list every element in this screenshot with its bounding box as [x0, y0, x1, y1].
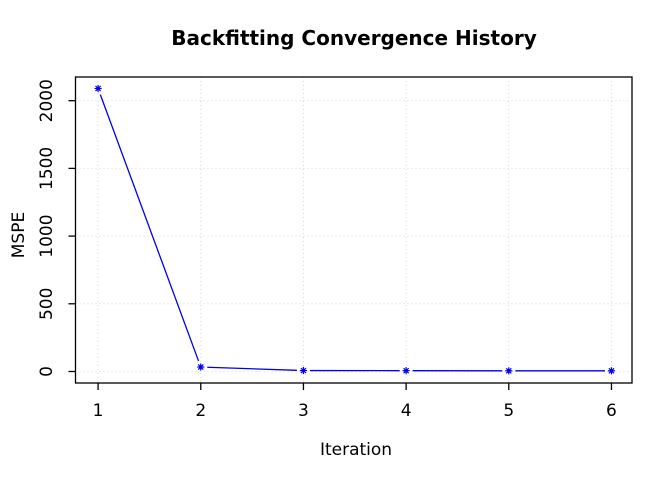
y-tick-label: 2000	[37, 79, 57, 122]
x-axis-label: Iteration	[320, 440, 392, 460]
x-tick-label: 1	[93, 401, 104, 421]
marker-core	[506, 369, 511, 373]
data-point-marker	[505, 367, 513, 375]
x-tick-label: 6	[606, 401, 617, 421]
x-tick-label: 2	[195, 401, 206, 421]
marker-core	[404, 368, 408, 373]
data-series-layer	[94, 84, 616, 375]
y-tick-label: 0	[37, 366, 57, 377]
data-point-marker	[299, 366, 308, 375]
y-tick-label: 500	[37, 288, 57, 320]
x-tick-label: 3	[298, 401, 309, 421]
data-point-marker	[197, 363, 205, 371]
y-tick-label: 1500	[37, 147, 57, 190]
y-tick-label: 1000	[37, 214, 57, 257]
data-point-marker	[402, 367, 410, 375]
x-tick-label: 4	[401, 401, 412, 421]
x-tick-label: 5	[503, 401, 514, 421]
grid-layer	[75, 77, 632, 383]
y-axis-label: MSPE	[9, 212, 29, 258]
series-line-segment	[207, 366, 297, 371]
marker-core	[198, 365, 203, 369]
chart-title: Backfitting Convergence History	[171, 26, 537, 50]
axis-layer: 1 2 3 4 5 6 0 500 1000 1500 2000	[37, 76, 633, 421]
marker-core	[609, 369, 614, 373]
marker-core	[96, 86, 100, 91]
data-point-marker	[607, 367, 616, 375]
marker-core	[301, 368, 306, 373]
data-point-marker	[94, 84, 102, 93]
plot-box	[74, 76, 633, 384]
series-line-segment	[99, 94, 200, 362]
